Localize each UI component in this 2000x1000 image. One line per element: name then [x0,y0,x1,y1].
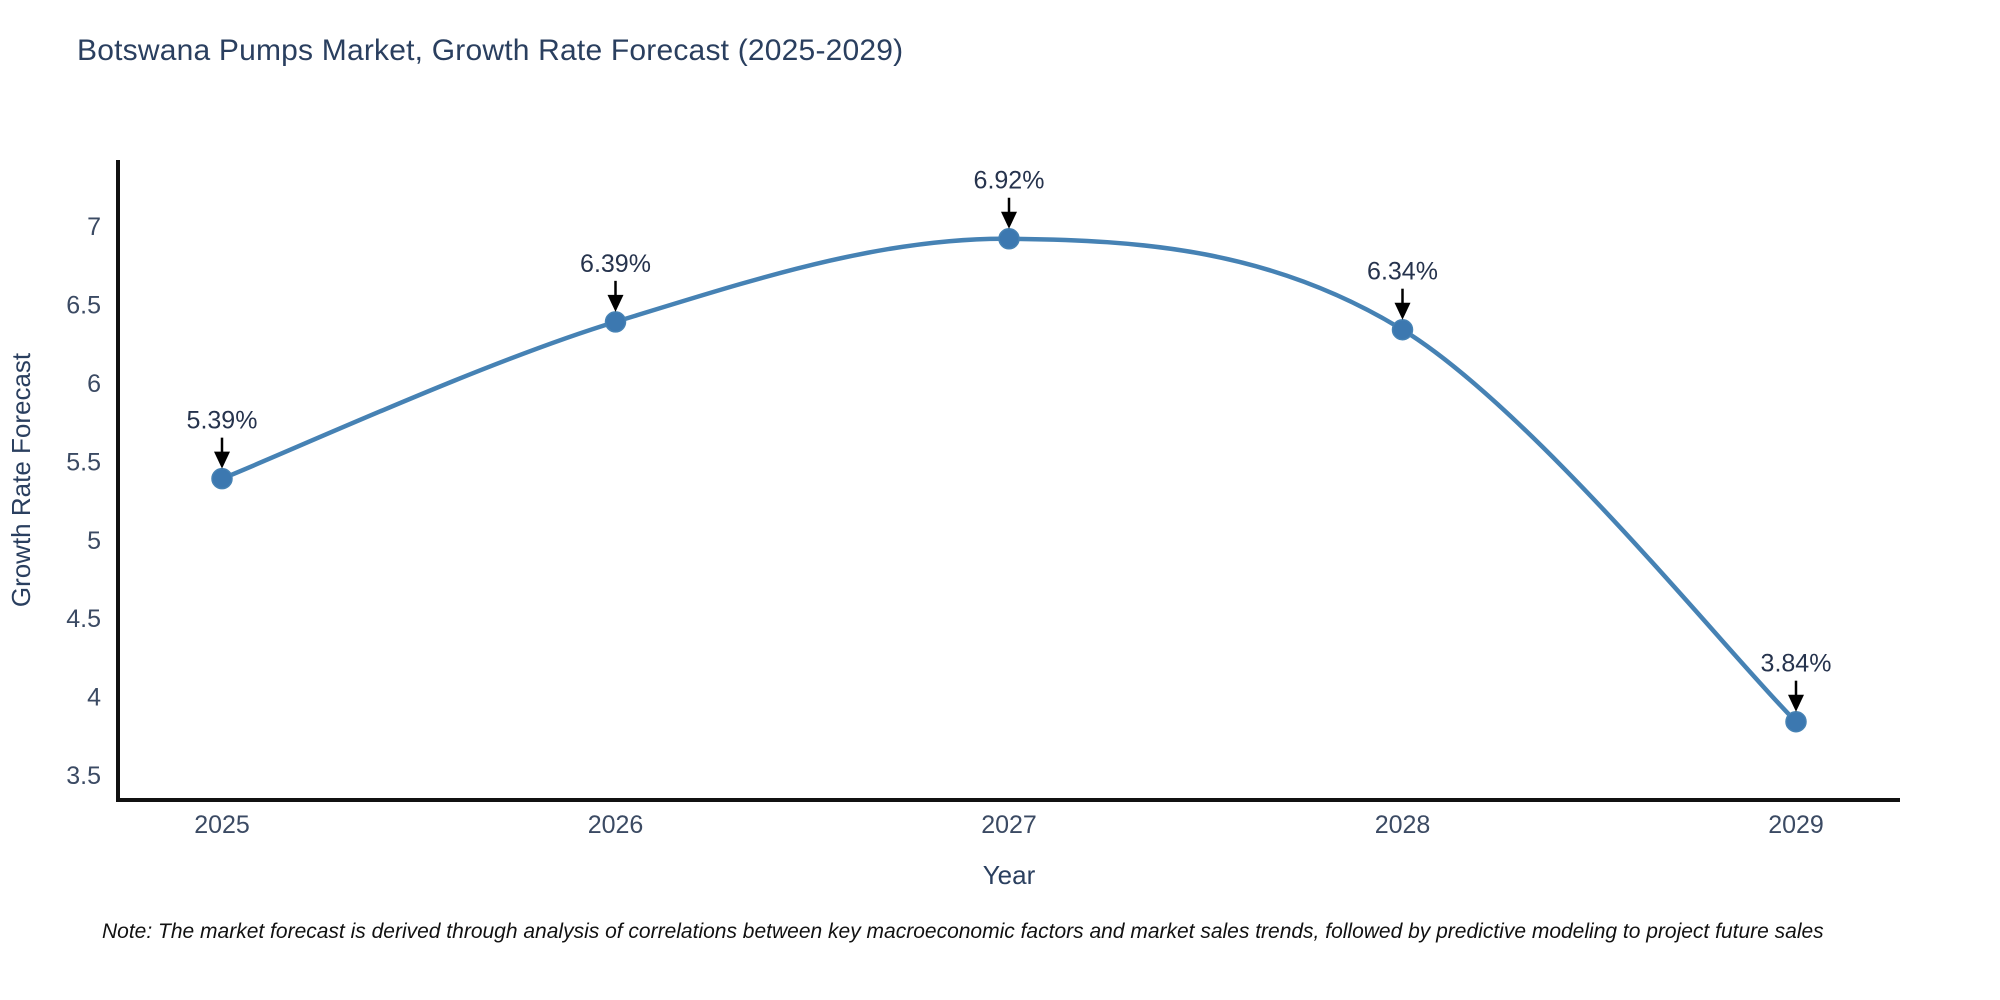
y-tick-label: 6.5 [66,292,101,320]
annotation-arrow-head [1394,302,1411,320]
y-tick-label: 3.5 [66,762,101,790]
y-axis-title: Growth Rate Forecast [6,352,36,607]
y-tick-label: 4 [87,684,101,712]
chart-title: Botswana Pumps Market, Growth Rate Forec… [77,34,904,67]
y-tick-label: 5 [87,527,101,555]
data-point-2025[interactable] [211,467,233,490]
point-annotation: 3.84% [1761,650,1832,678]
data-point-2026[interactable] [604,311,627,333]
annotation-arrow-head [1001,211,1017,229]
y-tick-label: 6 [87,370,101,398]
footnote: Note: The market forecast is derived thr… [102,920,1824,943]
x-tick-label: 2027 [981,811,1037,839]
x-tick-label: 2028 [1375,811,1431,839]
point-annotation: 6.34% [1367,258,1438,286]
forecast-line [219,236,1799,724]
y-tick-label: 5.5 [66,448,101,476]
data-point-2027[interactable] [998,227,1020,250]
data-point-2028[interactable] [1391,318,1414,341]
data-point-2029[interactable] [1785,710,1807,733]
x-tick-label: 2025 [194,811,250,839]
y-tick-label: 4.5 [66,605,101,633]
x-tick-label: 2026 [588,811,644,839]
point-annotation: 6.39% [580,250,651,278]
x-tick-label: 2029 [1768,811,1824,839]
point-annotation: 6.92% [974,167,1045,195]
y-tick-label: 7 [87,213,101,241]
point-annotation: 5.39% [187,407,258,435]
annotation-arrow-head [607,294,624,312]
x-axis-title: Year [983,860,1036,890]
annotation-arrow-head [1788,694,1804,712]
annotation-arrow-head [214,451,230,469]
